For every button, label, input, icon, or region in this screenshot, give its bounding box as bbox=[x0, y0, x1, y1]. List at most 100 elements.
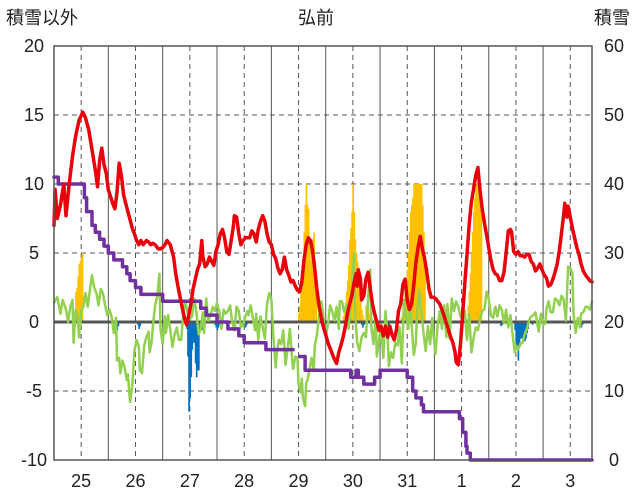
orange-bar bbox=[357, 280, 360, 322]
blue-bar bbox=[191, 322, 194, 350]
orange-bar bbox=[350, 228, 352, 322]
orange-bar bbox=[309, 259, 312, 322]
orange-bar bbox=[411, 204, 413, 322]
orange-bar bbox=[299, 305, 301, 322]
orange-bar bbox=[303, 232, 306, 322]
left-tick-label: 15 bbox=[24, 105, 44, 125]
orange-bar bbox=[356, 261, 359, 322]
left-tick-label: -10 bbox=[21, 450, 47, 470]
right-tick-label: 20 bbox=[604, 312, 624, 332]
orange-bar bbox=[409, 211, 412, 322]
chart-title: 弘前 bbox=[298, 8, 334, 29]
blue-bar bbox=[198, 322, 200, 371]
orange-bar bbox=[77, 276, 80, 322]
x-tick-label: 2 bbox=[511, 471, 521, 491]
orange-bar bbox=[358, 291, 361, 322]
orange-bar bbox=[349, 240, 351, 322]
blue-bar bbox=[215, 322, 218, 328]
x-tick-label: 27 bbox=[180, 471, 200, 491]
blue-bar bbox=[518, 322, 521, 343]
blue-bar bbox=[514, 322, 516, 331]
blue-bar bbox=[517, 322, 520, 361]
orange-bar bbox=[419, 184, 422, 322]
x-tick-label: 30 bbox=[343, 471, 363, 491]
left-tick-label: -5 bbox=[26, 381, 42, 401]
orange-bar bbox=[308, 246, 311, 322]
orange-bar bbox=[302, 264, 305, 322]
green-line bbox=[52, 251, 594, 408]
orange-bar bbox=[343, 309, 346, 322]
left-tick-label: 0 bbox=[29, 312, 39, 332]
orange-bar bbox=[342, 316, 345, 322]
blue-bar bbox=[522, 322, 525, 339]
blue-bar bbox=[520, 322, 523, 339]
blue-bar bbox=[187, 322, 189, 357]
orange-bar bbox=[478, 184, 481, 322]
right-tick-label: 10 bbox=[604, 381, 624, 401]
orange-bar bbox=[418, 184, 421, 322]
orange-bar bbox=[76, 287, 78, 322]
orange-bar bbox=[347, 265, 350, 322]
x-tick-label: 26 bbox=[125, 471, 145, 491]
left-tick-label: 10 bbox=[24, 174, 44, 194]
orange-bar bbox=[312, 239, 314, 322]
blue-bar bbox=[193, 322, 196, 343]
orange-bar bbox=[412, 197, 414, 322]
blue-bar bbox=[139, 322, 142, 327]
orange-bar bbox=[469, 273, 472, 322]
orange-bar bbox=[314, 259, 316, 322]
orange-bar bbox=[346, 280, 349, 322]
x-tick-label: 1 bbox=[457, 471, 467, 491]
blue-bar bbox=[516, 322, 519, 350]
orange-bar bbox=[477, 184, 480, 322]
orange-bar bbox=[362, 315, 364, 322]
blue-bar bbox=[117, 322, 120, 327]
orange-bar bbox=[78, 264, 81, 322]
right-tick-label: 40 bbox=[604, 174, 624, 194]
blue-bar bbox=[189, 322, 192, 398]
blue-bar bbox=[500, 322, 502, 327]
orange-bar bbox=[361, 309, 363, 322]
right-tick-label: 30 bbox=[604, 243, 624, 263]
x-tick-label: 29 bbox=[289, 471, 309, 491]
orange-bar bbox=[311, 253, 313, 322]
blue-bar bbox=[519, 322, 522, 339]
orange-bar bbox=[475, 184, 477, 322]
orange-bar bbox=[471, 232, 474, 322]
orange-bar bbox=[368, 313, 371, 322]
orange-bar bbox=[307, 208, 310, 322]
orange-bar bbox=[408, 232, 411, 322]
orange-bar bbox=[75, 291, 77, 322]
orange-bar bbox=[413, 184, 415, 322]
right-tick-label: 60 bbox=[604, 36, 624, 56]
orange-bar bbox=[79, 261, 82, 322]
orange-bar bbox=[344, 302, 347, 322]
orange-bar bbox=[301, 277, 303, 322]
orange-bar bbox=[424, 253, 426, 322]
orange-bar bbox=[472, 211, 475, 322]
orange-bar bbox=[421, 204, 424, 322]
x-tick-label: 3 bbox=[565, 471, 575, 491]
left-axis-label: 積雪以外 bbox=[6, 8, 78, 29]
orange-bar bbox=[81, 253, 84, 322]
orange-bar bbox=[474, 197, 476, 322]
blue-bar bbox=[194, 322, 197, 364]
orange-bar bbox=[306, 204, 309, 322]
orange-bar bbox=[407, 253, 410, 322]
left-tick-label: 20 bbox=[24, 36, 44, 56]
orange-bar bbox=[470, 253, 473, 322]
snow-depth-line bbox=[52, 175, 295, 352]
temperature-line bbox=[52, 110, 594, 367]
blue-bar bbox=[244, 322, 247, 328]
orange-bar bbox=[80, 257, 83, 322]
left-tick-label: 5 bbox=[29, 243, 39, 263]
right-tick-label: 50 bbox=[604, 105, 624, 125]
blue-bar bbox=[196, 322, 199, 371]
blue-bar bbox=[217, 322, 220, 328]
blue-bar bbox=[216, 322, 219, 331]
orange-bar bbox=[414, 184, 416, 322]
orange-bar bbox=[298, 313, 300, 322]
